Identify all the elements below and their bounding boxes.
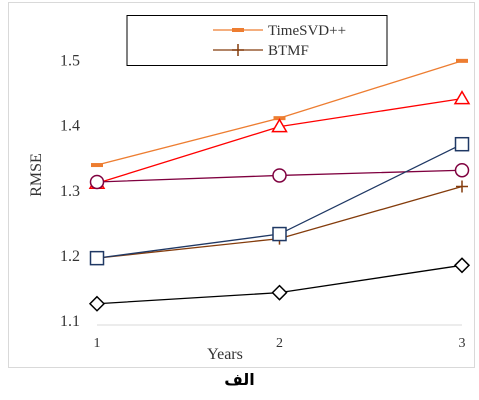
data-point-triangle <box>453 90 471 105</box>
x-tick-label: 3 <box>459 336 466 351</box>
data-point-dash <box>91 163 103 168</box>
legend-box <box>126 15 388 66</box>
data-point-diamond <box>88 295 106 312</box>
data-point-square <box>272 226 287 242</box>
legend: TimeSVD++ BTMF <box>126 15 388 66</box>
figure-caption: الف <box>224 370 255 389</box>
series <box>89 136 470 266</box>
x-tick-label: 1 <box>94 336 101 351</box>
data-point-dash <box>456 58 468 63</box>
data-point-square <box>89 250 105 266</box>
y-axis-label: RMSE <box>28 153 45 197</box>
legend-label: BTMF <box>268 43 309 59</box>
data-point-diamond <box>271 284 288 301</box>
data-point-triangle <box>271 118 288 133</box>
y-tick-label: 1.2 <box>60 248 80 265</box>
data-point-square <box>454 136 470 152</box>
series-layer <box>88 58 471 312</box>
data-point-circle <box>272 168 287 183</box>
data-point-dash <box>232 28 244 32</box>
data-point-diamond <box>453 257 471 274</box>
legend-entry: TimeSVD++ <box>213 23 346 39</box>
data-point-circle <box>89 174 105 190</box>
y-tick-label: 1.5 <box>60 53 80 70</box>
x-tick-label: 2 <box>276 336 283 351</box>
legend-entry: BTMF <box>213 43 309 59</box>
data-point-circle <box>454 162 470 178</box>
line-chart: 1.1 1.2 1.3 1.4 1.5 1 2 3 RMSE Years TimeSVD++… <box>8 2 475 368</box>
x-tick-labels: 1 2 3 <box>94 336 466 351</box>
y-tick-labels: 1.1 1.2 1.3 1.4 1.5 <box>60 53 80 330</box>
legend-entries: TimeSVD++ BTMF <box>213 23 346 59</box>
data-point-plus <box>232 44 244 56</box>
y-tick-label: 1.1 <box>60 313 80 330</box>
series <box>88 257 471 312</box>
series <box>89 162 470 190</box>
x-axis-label: Years <box>207 346 243 363</box>
y-tick-label: 1.4 <box>60 118 80 135</box>
y-tick-label: 1.3 <box>60 183 80 200</box>
legend-label: TimeSVD++ <box>268 23 346 39</box>
data-point-plus <box>456 180 468 193</box>
